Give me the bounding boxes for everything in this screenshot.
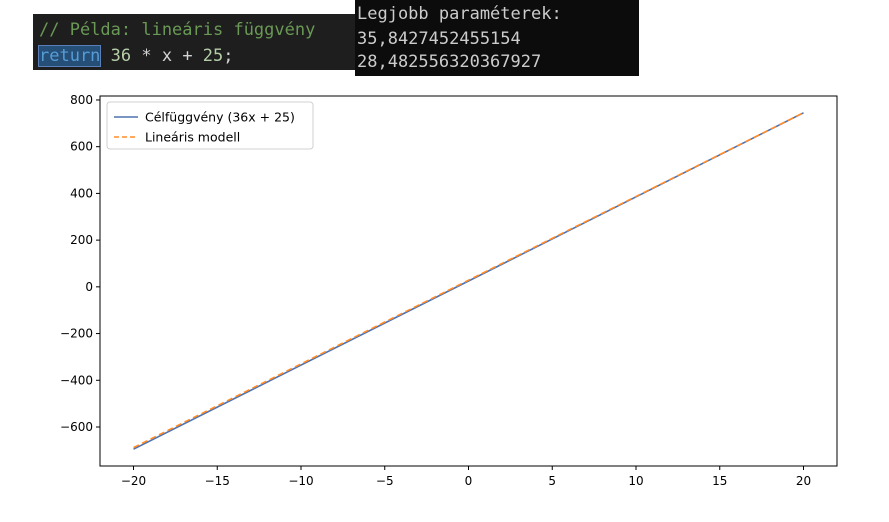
legend-label-2: Lineáris modell (145, 130, 240, 145)
console-value-slope: 35,8427452455154 (357, 29, 521, 49)
legend-box (106, 101, 314, 150)
y-tick-label: 800 (70, 93, 93, 107)
y-tick-label: 400 (70, 186, 93, 200)
y-tick-label: −200 (60, 327, 93, 341)
code-expr-operator: * x + (131, 46, 203, 66)
code-expr-coefficient: 36 (100, 46, 132, 66)
code-editor-panel: // Példa: lineáris függvény return 36 * … (33, 14, 355, 70)
x-tick-label: −20 (121, 474, 146, 488)
x-tick-label: 0 (465, 474, 473, 488)
x-tick-label: −10 (288, 474, 313, 488)
console-value-intercept: 28,482556320367927 (357, 52, 542, 72)
y-tick-label: −400 (60, 373, 93, 387)
series-line-2 (133, 112, 804, 449)
y-tick-label: −600 (60, 420, 93, 434)
y-tick-label: 200 (70, 233, 93, 247)
console-output-panel: Legjobb paraméterek: 35,8427452455154 28… (355, 0, 639, 76)
x-tick-label: −15 (205, 474, 230, 488)
code-expr-intercept: 25 (202, 46, 224, 66)
code-return-line: return 36 * x + 25; (37, 44, 234, 68)
legend-label-1: Célfüggvény (36x + 25) (145, 110, 295, 125)
y-tick-label: 0 (85, 280, 93, 294)
console-header: Legjobb paraméterek: (357, 4, 562, 24)
code-expr-semicolon: ; (223, 46, 234, 66)
x-tick-label: 20 (796, 474, 811, 488)
code-comment-line: // Példa: lineáris függvény (39, 20, 316, 40)
x-tick-label: 10 (628, 474, 643, 488)
x-tick-label: −5 (376, 474, 394, 488)
return-keyword[interactable]: return (37, 45, 102, 67)
y-tick-label: 600 (70, 140, 93, 154)
x-tick-label: 5 (548, 474, 556, 488)
x-tick-label: 15 (712, 474, 727, 488)
